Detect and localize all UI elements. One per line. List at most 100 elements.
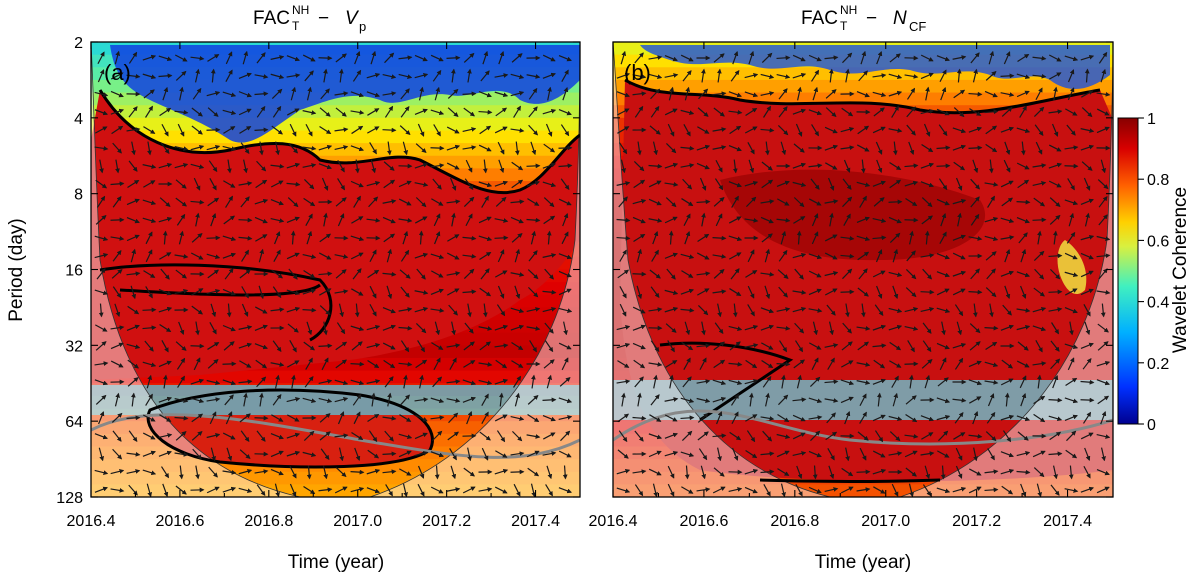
panel-a-phase-arrow <box>190 55 205 61</box>
panel-a-phase-arrow <box>350 252 364 260</box>
panel-a-phase-arrow <box>510 73 525 80</box>
panel-a-phase-arrow <box>274 231 281 245</box>
panel-a-phase-arrow <box>99 159 104 174</box>
panel-a-phase-arrow <box>382 216 396 224</box>
panel-a-phase-arrow <box>353 411 361 425</box>
panel-a-phase-arrow <box>414 432 428 440</box>
panel-a-phase-arrow <box>350 235 365 242</box>
panel-a-phase-arrow <box>463 341 475 351</box>
panel-a-phase-arrow <box>318 343 333 349</box>
panel-a-x-tick-label: 2017.4 <box>511 513 560 530</box>
panel-a-phase-arrow <box>110 108 125 115</box>
panel-a-phase-arrow <box>353 195 361 208</box>
panel-a-phase-arrow <box>478 487 493 492</box>
panel-a-phase-arrow <box>479 287 492 297</box>
panel-a-phase-arrow <box>417 340 425 353</box>
panel-a-phase-arrow <box>334 91 349 96</box>
panel-b-phase-arrow <box>664 108 678 116</box>
panel-a-phase-arrow <box>255 359 268 369</box>
panel-b-phase-arrow <box>763 105 771 118</box>
panel-a-phase-arrow <box>206 91 221 97</box>
panel-a-phase-arrow <box>110 325 125 330</box>
panel-a-phase-arrow <box>191 288 204 296</box>
panel-a-phase-arrow <box>174 109 189 115</box>
panel-a-phase-arrow <box>366 72 381 79</box>
panel-b-phase-arrows <box>616 50 1111 497</box>
panel-a-phase-arrow <box>431 198 444 206</box>
panel-a-phase-arrow <box>383 179 396 189</box>
panel-a-phase-arrow <box>177 123 185 137</box>
panel-b-phase-arrow <box>889 53 901 63</box>
panel-a-phase-arrow <box>351 432 364 440</box>
panel-a-phase-arrow <box>206 397 221 402</box>
panel-a-phase-arrow <box>319 125 332 135</box>
panel-a-phase-arrow <box>513 375 521 388</box>
panel-b-phase-arrow <box>1016 73 1031 80</box>
panel-a-phase-arrow <box>174 415 189 421</box>
panel-a-phase-arrow <box>528 286 539 298</box>
panel-a-phase-arrow <box>272 105 282 118</box>
panel-a-phase-arrow <box>226 303 232 318</box>
panel-a-phase-arrow <box>446 343 461 348</box>
panel-a-phase-arrow <box>238 91 252 98</box>
panel-a-phase-arrow <box>384 430 394 442</box>
panel-a-phase-arrow <box>451 321 456 336</box>
panel-b-phase-arrow <box>904 361 919 367</box>
panel-a-phase-arrow <box>383 359 396 369</box>
panel-b-phase-arrow <box>696 199 711 205</box>
panel-a-phase-arrow <box>462 396 476 403</box>
panel-b-phase-arrow <box>1098 51 1108 64</box>
panel-a-phase-arrow <box>305 123 313 137</box>
panel-a-phase-arrow <box>287 323 299 333</box>
panel-a-phase-arrow <box>367 449 380 459</box>
panel-a-phase-arrow <box>382 342 396 350</box>
panel-a-phase-arrow <box>558 288 572 296</box>
panel-b-phase-arrow <box>872 91 887 98</box>
panel-a-phase-arrow <box>142 469 157 476</box>
panel-a-phase-arrow <box>415 323 427 334</box>
panel-a-phase-arrow <box>110 72 124 80</box>
panel-b-right-yellow <box>1057 240 1087 295</box>
panel-a-phase-arrow <box>145 249 153 263</box>
panel-a-phase-arrow <box>110 236 125 241</box>
panel-b-phase-arrow <box>648 73 663 79</box>
panel-a-phase-arrow <box>382 451 397 457</box>
panel-a-phase-arrow <box>146 483 153 497</box>
panel-a-phase-arrow <box>497 141 505 155</box>
panel-a-phase-arrow <box>510 451 525 457</box>
panel-a-phase-arrow <box>382 306 396 314</box>
panel-b-phase-arrow <box>616 72 631 79</box>
panel-b-phase-arrow <box>1080 54 1095 61</box>
panel-a-phase-arrow <box>366 343 381 349</box>
panel-a-phase-arrow <box>351 216 364 224</box>
panel-a-phase-arrow <box>480 268 490 280</box>
panel-a-x-tick-label: 2016.4 <box>67 513 116 530</box>
panel-a-phase-arrow <box>542 414 556 422</box>
panel-a-phase-arrow <box>366 217 381 223</box>
panel-a-phase-arrow <box>304 70 314 82</box>
panel-a-phase-arrow <box>176 357 186 370</box>
panel-a-phase-arrow <box>160 142 170 154</box>
panel-a-phase-arrow <box>238 342 253 349</box>
panel-a-phase-arrow <box>270 55 285 60</box>
panel-a-phase-arrow <box>126 217 140 224</box>
panel-a-phase-arrow <box>430 288 444 295</box>
panel-a-phase-arrow <box>478 216 492 224</box>
panel-a-phase-arrow <box>238 235 253 241</box>
panel-a-phase-arrow <box>434 321 440 336</box>
panel-a-phase-arrow <box>98 447 105 462</box>
panel-a-phase-arrow <box>382 469 397 475</box>
panel-a-phase-arrow <box>547 86 552 101</box>
panel-a-phase-arrow <box>190 378 205 385</box>
panel-a-phase-arrow <box>286 289 301 296</box>
panel-a-phase-arrow <box>367 108 380 116</box>
panel-a-phase-arrow <box>432 178 442 190</box>
panel-a-phase-arrow <box>558 54 572 62</box>
panel-a-phase-arrow <box>305 357 313 370</box>
panel-a-phase-arrow <box>510 307 525 314</box>
panel-a-phase-arrow <box>130 392 136 407</box>
panel-a-phase-arrow <box>370 50 377 65</box>
panel-a-phase-arrow <box>318 379 333 385</box>
panel-a-phase-arrow <box>558 163 573 169</box>
panel-a-phase-arrow <box>303 178 315 190</box>
